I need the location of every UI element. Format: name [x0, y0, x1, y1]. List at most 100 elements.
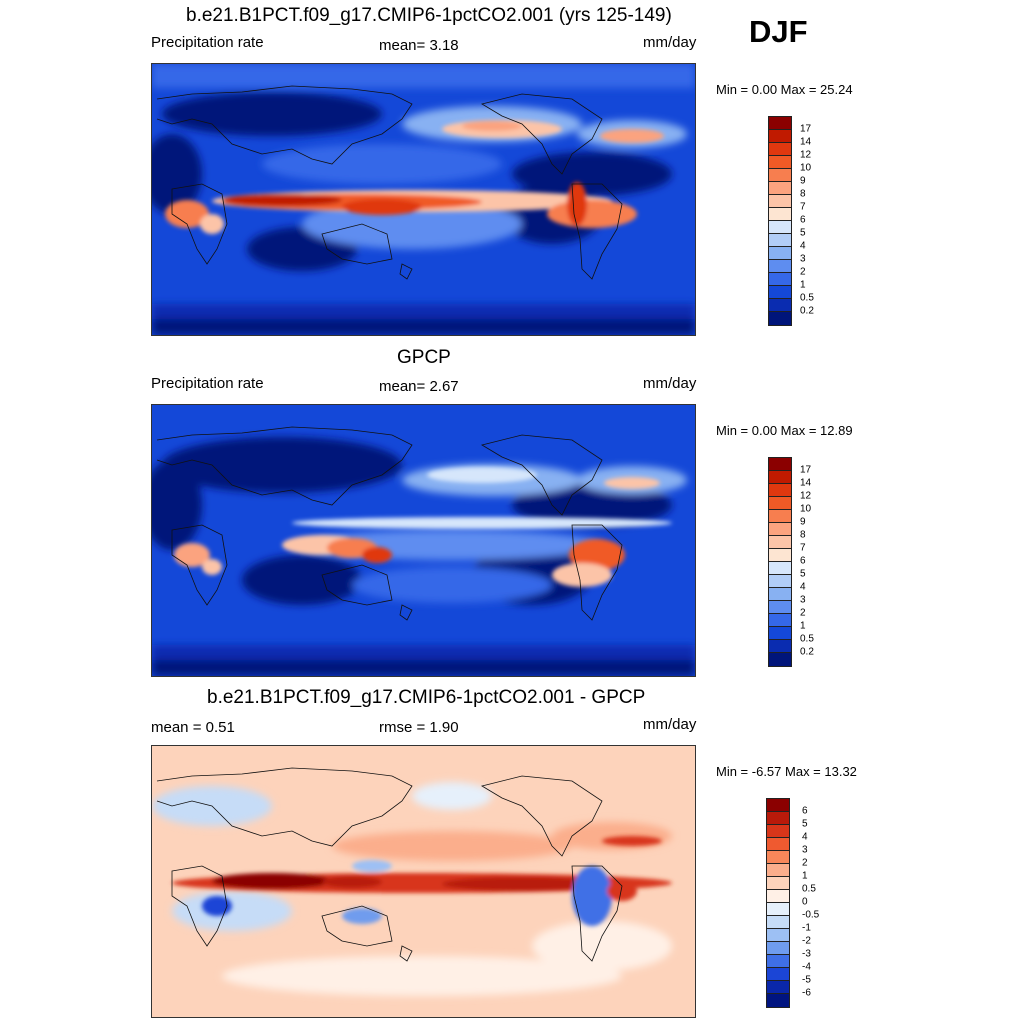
colorbar-swatch: [767, 812, 789, 825]
colorbar-swatch: [767, 903, 789, 916]
colorbar-tick-label: 2: [800, 607, 806, 619]
panel1-minmax: Min = 0.00 Max = 25.24: [716, 82, 853, 97]
colorbar-swatch: [767, 994, 789, 1007]
colorbar-swatch: [769, 523, 791, 536]
colorbar-tick-label: 10: [800, 503, 812, 515]
colorbar-swatch: [767, 851, 789, 864]
panel3-minmax: Min = -6.57 Max = 13.32: [716, 764, 857, 779]
colorbar-swatch: [767, 955, 789, 968]
colorbar-tick-label: 12: [800, 149, 812, 161]
colorbar-tick-label: 6: [800, 555, 806, 567]
colorbar-tick-label: 8: [800, 188, 806, 200]
colorbar-swatch: [769, 273, 791, 286]
colorbar-swatch: [769, 588, 791, 601]
colorbar-tick-label: -5: [802, 974, 811, 986]
colorbar-swatch: [769, 601, 791, 614]
colorbar-tick-label: 0.5: [800, 633, 814, 645]
colorbar-swatch: [769, 130, 791, 143]
panel3-mean-label: mean = 0.51: [151, 719, 235, 736]
colorbar-swatch: [769, 299, 791, 312]
colorbar-tick-label: 0.5: [802, 883, 816, 895]
colorbar-tick-label: 4: [800, 581, 806, 593]
panel3-colorbar: [766, 798, 790, 1008]
colorbar-swatch: [769, 640, 791, 653]
colorbar-tick-label: 1: [800, 620, 806, 632]
colorbar-swatch: [767, 968, 789, 981]
panel2-title: GPCP: [397, 347, 451, 368]
colorbar-tick-label: 17: [800, 123, 812, 135]
colorbar-tick-label: 0.2: [800, 305, 814, 317]
colorbar-tick-label: 2: [802, 857, 808, 869]
panel1-map: [151, 63, 696, 336]
colorbar-swatch: [769, 169, 791, 182]
panel2-units-label: mm/day: [643, 375, 697, 392]
panel2-precip-field: [152, 405, 695, 676]
colorbar-tick-label: 14: [800, 136, 812, 148]
colorbar-tick-label: 12: [800, 490, 812, 502]
colorbar-tick-label: -3: [802, 948, 811, 960]
colorbar-swatch: [767, 799, 789, 812]
colorbar-swatch: [769, 208, 791, 221]
panel3-map: [151, 745, 696, 1018]
colorbar-tick-label: -6: [802, 987, 811, 999]
colorbar-tick-label: 2: [800, 266, 806, 278]
colorbar-swatch: [769, 510, 791, 523]
panel1-mean-label: mean= 3.18: [379, 37, 459, 54]
panel3-rmse-label: rmse = 1.90: [379, 719, 459, 736]
colorbar-tick-label: 6: [802, 805, 808, 817]
panel3-units-label: mm/day: [643, 716, 697, 733]
panel1-colorbar: [768, 116, 792, 326]
colorbar-swatch: [769, 653, 791, 666]
colorbar-swatch: [769, 221, 791, 234]
panel1-variable-label: Precipitation rate: [151, 34, 264, 51]
panel1-units-label: mm/day: [643, 34, 697, 51]
panel2-variable-label: Precipitation rate: [151, 375, 264, 392]
panel1-title: b.e21.B1PCT.f09_g17.CMIP6-1pctCO2.001 (y…: [186, 5, 672, 26]
colorbar-swatch: [769, 247, 791, 260]
colorbar-tick-label: 1: [802, 870, 808, 882]
colorbar-tick-label: 3: [802, 844, 808, 856]
panel3-difference-field: [152, 746, 695, 1017]
colorbar-tick-label: 3: [800, 253, 806, 265]
colorbar-tick-label: 5: [800, 568, 806, 580]
colorbar-swatch: [769, 575, 791, 588]
colorbar-swatch: [769, 614, 791, 627]
panel2-mean-label: mean= 2.67: [379, 378, 459, 395]
colorbar-swatch: [769, 458, 791, 471]
panel2-colorbar: [768, 457, 792, 667]
colorbar-tick-label: 1: [800, 279, 806, 291]
colorbar-swatch: [767, 916, 789, 929]
colorbar-tick-label: 17: [800, 464, 812, 476]
colorbar-swatch: [769, 312, 791, 325]
colorbar-tick-label: 5: [800, 227, 806, 239]
colorbar-swatch: [769, 195, 791, 208]
colorbar-swatch: [769, 260, 791, 273]
colorbar-tick-label: 9: [800, 516, 806, 528]
colorbar-swatch: [769, 143, 791, 156]
colorbar-tick-label: -2: [802, 935, 811, 947]
panel3-title: b.e21.B1PCT.f09_g17.CMIP6-1pctCO2.001 - …: [207, 687, 646, 708]
colorbar-tick-label: 5: [802, 818, 808, 830]
colorbar-swatch: [769, 549, 791, 562]
panel1-precip-field: [152, 64, 695, 335]
colorbar-tick-label: 0.2: [800, 646, 814, 658]
colorbar-tick-label: 4: [802, 831, 808, 843]
colorbar-swatch: [769, 156, 791, 169]
colorbar-tick-label: 7: [800, 542, 806, 554]
colorbar-swatch: [769, 471, 791, 484]
colorbar-tick-label: 9: [800, 175, 806, 187]
colorbar-swatch: [767, 981, 789, 994]
colorbar-swatch: [769, 117, 791, 130]
colorbar-tick-label: 0.5: [800, 292, 814, 304]
colorbar-tick-label: 0: [802, 896, 808, 908]
colorbar-tick-label: 4: [800, 240, 806, 252]
colorbar-swatch: [767, 877, 789, 890]
colorbar-tick-label: -4: [802, 961, 811, 973]
colorbar-tick-label: 14: [800, 477, 812, 489]
colorbar-swatch: [769, 497, 791, 510]
colorbar-swatch: [769, 627, 791, 640]
colorbar-tick-label: 3: [800, 594, 806, 606]
colorbar-swatch: [767, 838, 789, 851]
colorbar-swatch: [769, 562, 791, 575]
panel2-map: [151, 404, 696, 677]
